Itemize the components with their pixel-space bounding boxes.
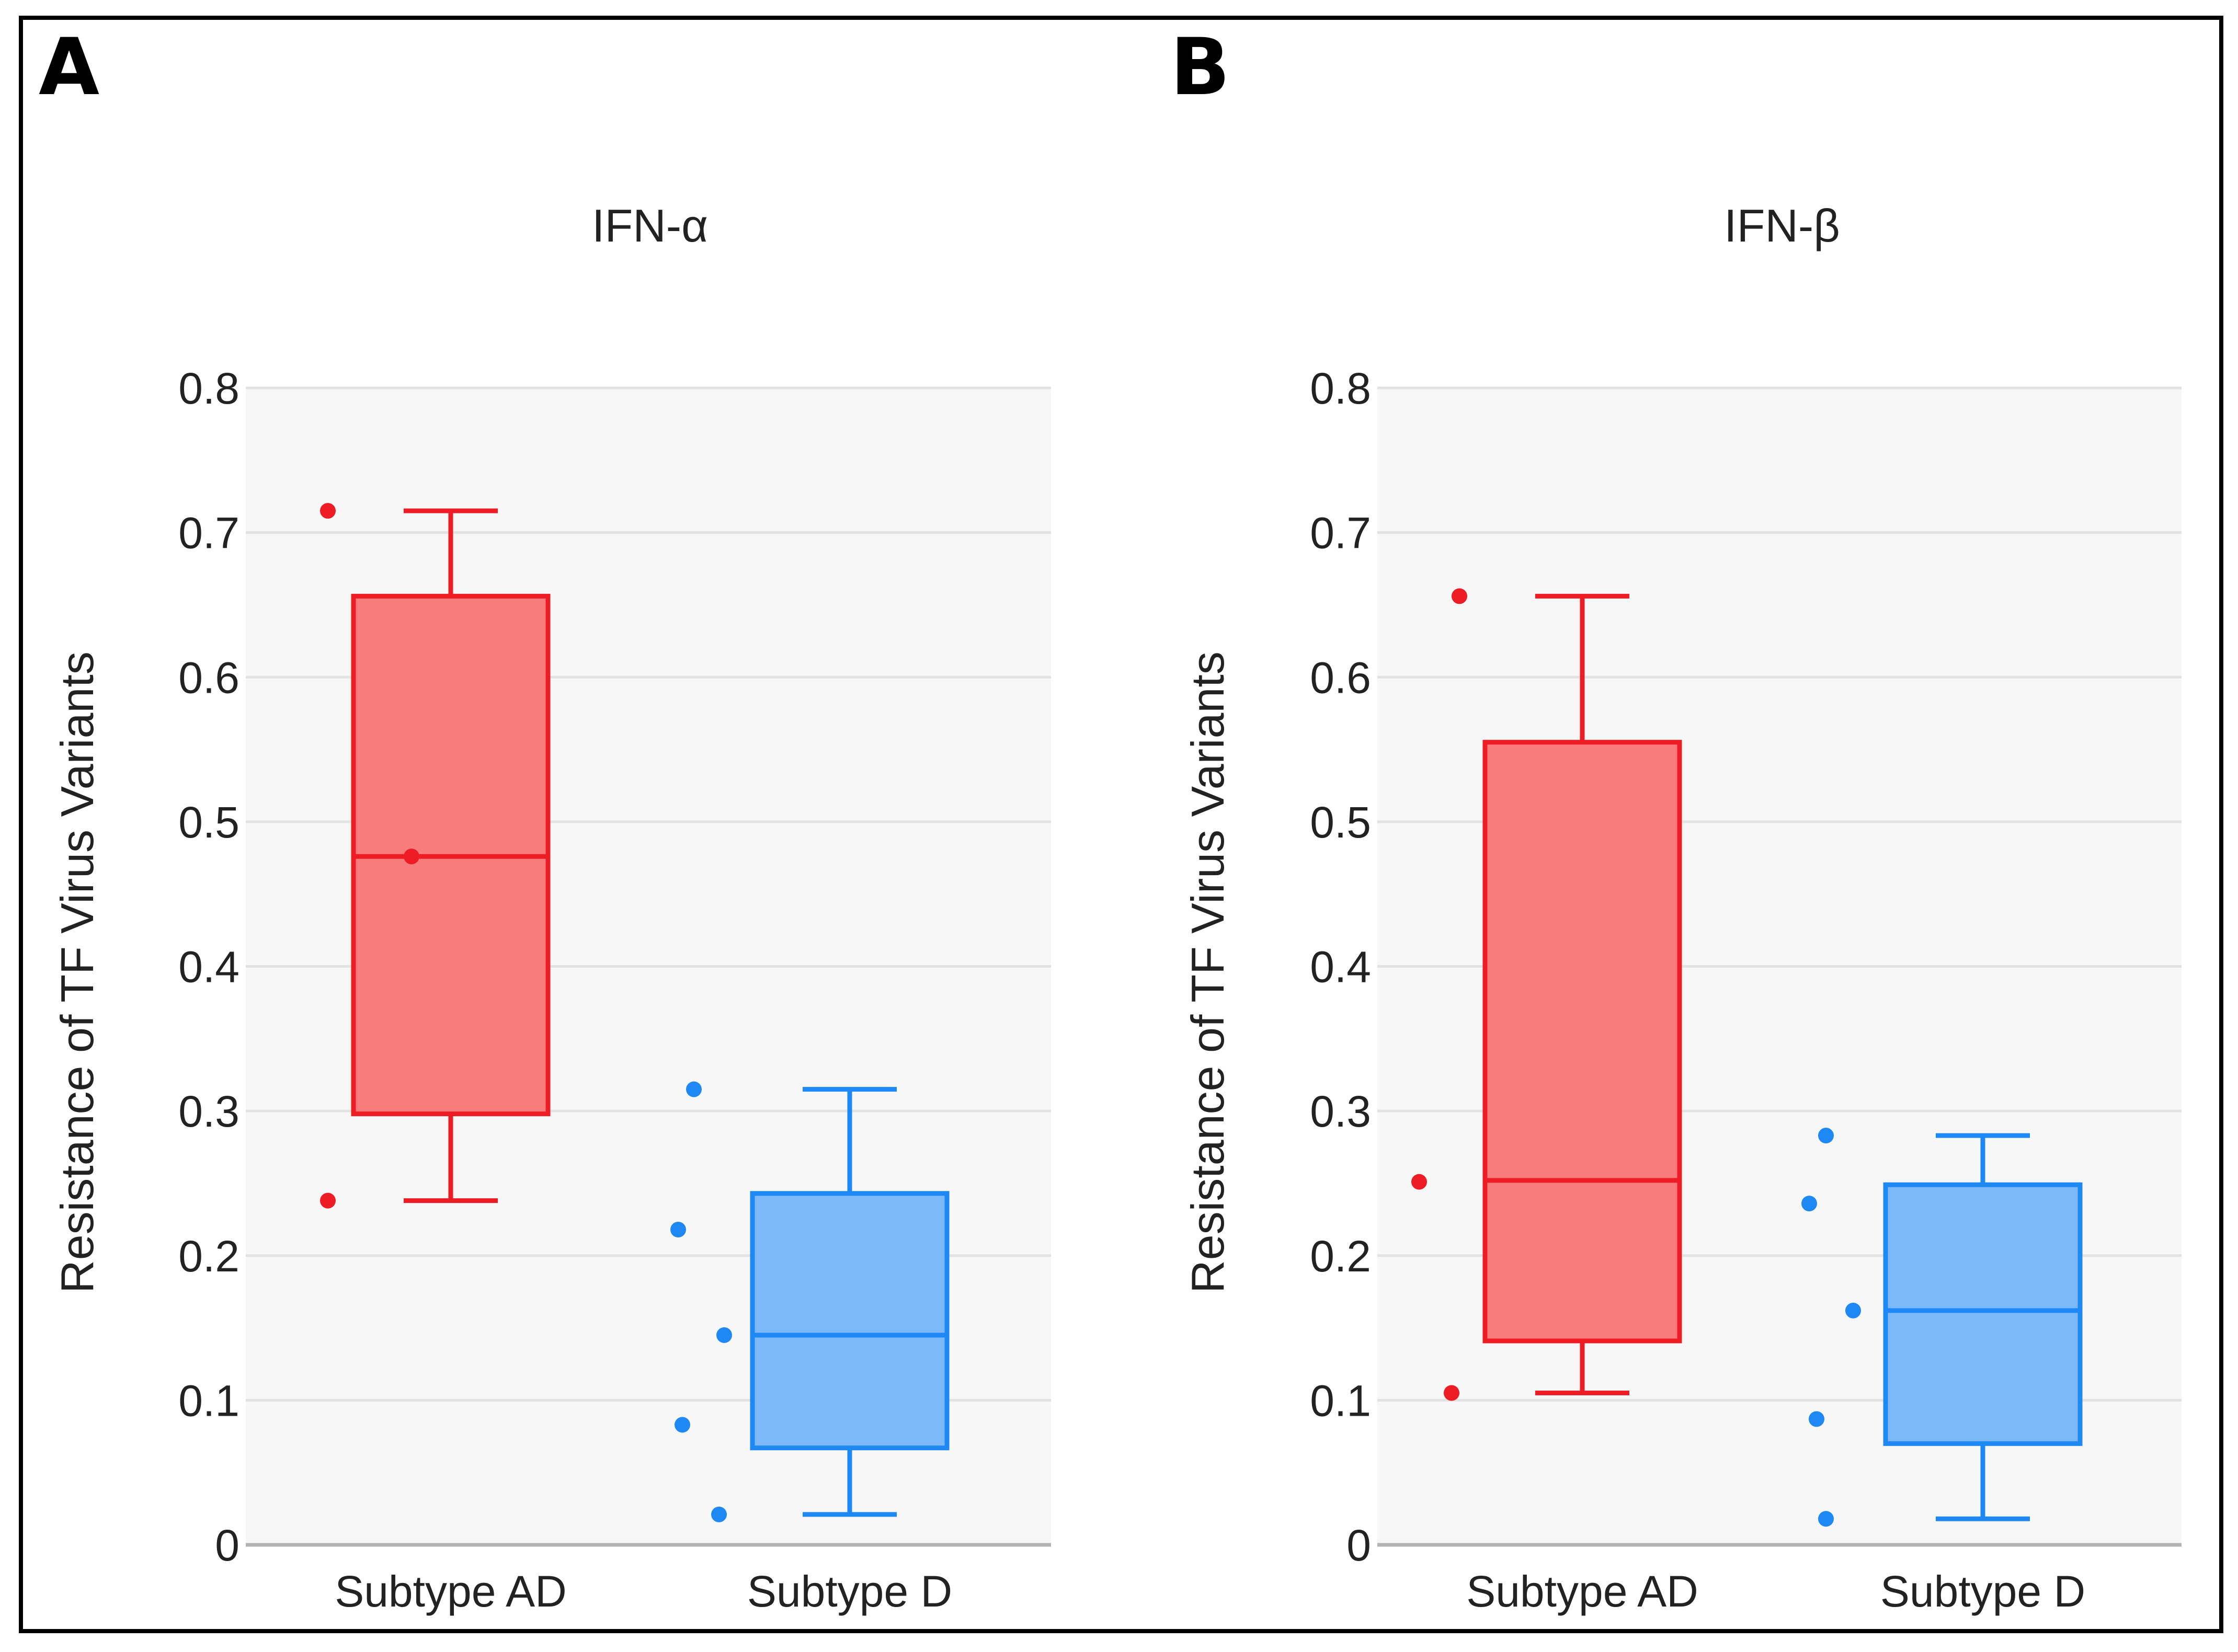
- y-tick-label: 0.3: [1310, 1087, 1371, 1136]
- chart-title: IFN-β: [1724, 200, 1840, 251]
- y-tick-label: 0.5: [178, 798, 239, 847]
- y-tick-label: 0.2: [178, 1232, 239, 1281]
- data-point: [1818, 1128, 1834, 1144]
- box-iqr: [1883, 1182, 2083, 1446]
- chart-panel-a: IFN-α Resistance of TF Virus Variants 0 0…: [51, 200, 1051, 1616]
- data-point: [1809, 1411, 1824, 1427]
- data-point: [1801, 1196, 1817, 1212]
- data-point: [1845, 1302, 1861, 1318]
- panel-label-a: A: [39, 22, 99, 113]
- x-tick-label: Subtype D: [1880, 1567, 2085, 1616]
- x-tick-label: Subtype AD: [335, 1567, 567, 1616]
- y-tick-label: 0.4: [1310, 943, 1371, 992]
- y-tick-label: 0: [1346, 1521, 1371, 1570]
- y-tick-label: 0.5: [1310, 798, 1371, 847]
- chart-panel-b: IFN-β Resistance of TF Virus Variants 0 0…: [1182, 200, 2182, 1616]
- data-point: [1452, 588, 1467, 604]
- x-tick-label: Subtype D: [747, 1567, 952, 1616]
- y-tick-label: 0.8: [1310, 364, 1371, 413]
- y-tick-label: 0.1: [178, 1376, 239, 1425]
- data-point: [1411, 1174, 1427, 1190]
- data-point: [711, 1506, 727, 1522]
- box-iqr: [750, 1191, 950, 1451]
- data-point: [670, 1221, 686, 1237]
- y-tick-label: 0.7: [178, 509, 239, 558]
- y-tick-label: 0.6: [178, 653, 239, 702]
- chart-title: IFN-α: [592, 200, 708, 251]
- y-tick-label: 0.7: [1310, 509, 1371, 558]
- data-point: [1444, 1385, 1459, 1401]
- y-tick-label: 0: [215, 1521, 239, 1570]
- x-tick-label: Subtype AD: [1466, 1567, 1698, 1616]
- data-point: [1818, 1511, 1834, 1527]
- y-tick-label: 0.2: [1310, 1232, 1371, 1281]
- y-tick-label: 0.1: [1310, 1376, 1371, 1425]
- y-tick-label: 0.3: [178, 1087, 239, 1136]
- y-axis-label: Resistance of TF Virus Variants: [51, 651, 103, 1293]
- y-tick-label: 0.4: [178, 943, 239, 992]
- data-point: [404, 848, 419, 865]
- y-axis-label: Resistance of TF Virus Variants: [1182, 651, 1234, 1293]
- y-tick-label: 0.6: [1310, 653, 1371, 702]
- y-tick-label: 0.8: [178, 364, 239, 413]
- data-point: [675, 1417, 690, 1433]
- data-point: [320, 1192, 336, 1209]
- box-iqr: [1482, 740, 1682, 1344]
- panel-label-b: B: [1170, 22, 1230, 113]
- data-point: [686, 1081, 702, 1097]
- data-point: [716, 1327, 732, 1343]
- data-point: [320, 503, 336, 519]
